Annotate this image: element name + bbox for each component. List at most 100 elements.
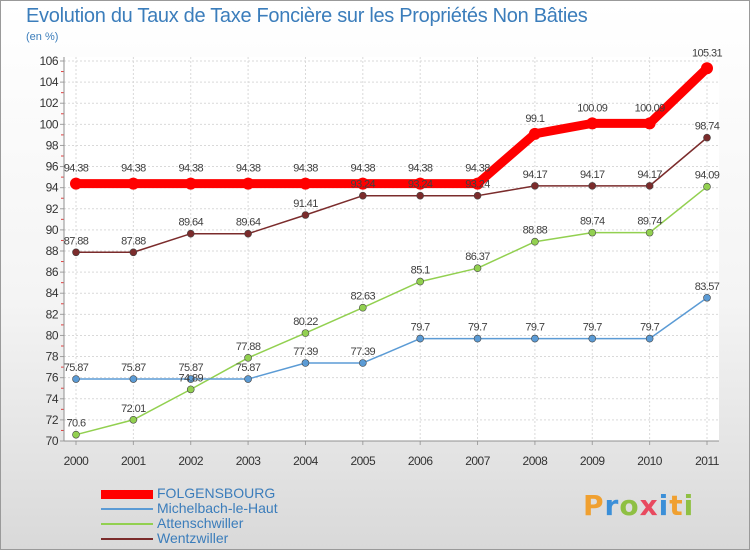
data-label: 94.38 [351,163,376,175]
data-point [703,133,711,142]
data-point [242,177,255,190]
data-label: 86.37 [465,251,490,263]
x-tick-label: 2007 [465,454,491,468]
y-tick-label: 98 [46,138,59,152]
data-label: 75.87 [178,362,203,374]
data-point [588,228,597,237]
legend-item-wentzwiller: Wentzwiller [101,531,361,547]
x-tick-label: 2004 [293,454,319,468]
x-tick-label: 2005 [350,454,376,468]
y-tick-label: 100 [39,117,58,131]
data-point [531,182,539,190]
legend-swatch [101,523,153,525]
y-tick-label: 74 [46,392,59,406]
data-label: 94.38 [121,163,146,175]
data-label: 85.1 [411,265,430,277]
x-tick-label: 2003 [236,454,262,468]
data-label: 79.7 [640,322,659,334]
series-line [71,63,712,189]
series-line [75,185,708,436]
data-point [186,375,195,383]
data-point [72,375,80,383]
x-tick-label: 2006 [408,454,434,468]
data-point [645,334,654,343]
data-label: 91.41 [293,198,318,210]
data-point [703,293,711,302]
data-point [359,359,367,367]
data-point [359,303,367,312]
data-label: 88.88 [523,225,548,237]
series-line [75,297,708,380]
data-point [588,334,597,343]
data-label: 74.89 [178,372,203,384]
data-label: 80.22 [293,316,318,328]
data-label: 94.09 [695,170,720,182]
data-point [528,127,541,140]
data-point [184,177,197,190]
data-label: 99.1 [525,113,544,125]
data-point [186,229,195,238]
data-label: 94.17 [580,169,605,181]
legend-item-folgensbourg: FOLGENSBOURG [101,485,361,502]
y-tick-label: 86 [46,265,59,279]
data-point [473,334,482,343]
data-point [244,229,252,238]
data-label: 89.74 [580,216,605,228]
data-label: 79.7 [468,322,487,334]
data-label: 72.01 [121,403,146,415]
data-point [72,248,80,257]
data-point [70,177,82,190]
data-point [416,191,424,200]
series-line [75,136,708,254]
y-tick-label: 72 [46,413,59,427]
data-label: 98.74 [695,121,720,133]
data-label: 87.88 [64,235,89,247]
data-label: 77.39 [351,346,376,358]
x-tick-label: 2002 [178,454,204,468]
y-tick-label: 78 [46,350,59,364]
data-point [301,329,310,337]
data-point [127,177,140,190]
data-point [588,182,597,190]
plot-area [64,57,719,441]
data-label: 83.57 [695,281,720,293]
data-label: 75.87 [64,362,89,374]
data-label: 70.6 [66,418,85,430]
data-label: 79.7 [583,322,602,334]
data-point [701,62,713,75]
data-label: 87.88 [121,235,146,247]
legend-item-michelbach: Michelbach-le-Haut [101,500,361,517]
legend-label: Attenschwiller [157,515,244,531]
data-point [359,191,367,200]
y-tick-label: 96 [46,160,59,174]
legend-label: FOLGENSBOURG [157,485,276,501]
data-point [643,117,656,130]
data-point [416,277,424,286]
data-label: 89.64 [236,217,261,229]
legend-swatch [101,490,153,499]
proxiti-logo: Proxiti [583,489,695,522]
legend-label: Michelbach-le-Haut [157,500,278,516]
data-label: 82.63 [351,291,376,303]
data-label: 105.31 [692,47,723,59]
data-point [416,334,424,343]
data-label: 89.74 [637,216,662,228]
y-tick-label: 92 [46,202,59,216]
data-label: 100.09 [577,102,608,114]
y-tick-label: 82 [46,307,59,321]
data-point [531,237,539,246]
data-point [356,177,369,190]
x-tick-label: 2000 [64,454,90,468]
y-tick-label: 88 [46,244,59,258]
data-label: 93.24 [351,179,376,191]
data-point [244,354,252,362]
y-tick-label: 94 [46,181,59,195]
y-tick-label: 70 [46,434,59,448]
y-tick-label: 102 [39,96,58,110]
y-tick-label: 104 [39,75,58,89]
data-point [471,177,484,190]
data-point [414,177,427,190]
x-tick-label: 2001 [121,454,147,468]
data-label: 75.87 [236,362,261,374]
